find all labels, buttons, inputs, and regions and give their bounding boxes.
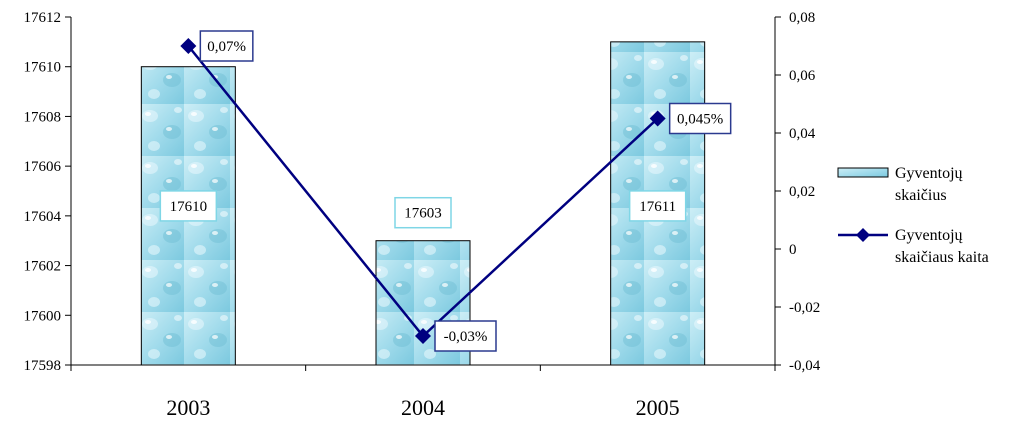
labels-layer: 17610 17603 17611 0,07% -0,03% 0,045% [159, 30, 732, 352]
x-tick-label: 2003 [166, 395, 210, 420]
axes-layer: 17598 17600 17602 17604 17606 17608 17610 17612… [24, 10, 821, 420]
bar-value-label-2005-box [628, 190, 687, 222]
line-value-label-2005: 0,045% [677, 112, 723, 128]
line-value-label-2004-box [434, 320, 497, 352]
line-point-2005 [649, 110, 666, 127]
legend-label-bars-1: Gyventojų [895, 165, 964, 182]
y-left-tick-label: 17602 [24, 259, 62, 275]
legend-label-line-2: skaičiaus kaita [895, 249, 989, 266]
y-left-tick-label: 17610 [24, 60, 62, 76]
y-left-tick-label: 17612 [24, 10, 62, 26]
y-right-tick-label: 0 [789, 242, 797, 258]
x-tick-label: 2005 [636, 395, 680, 420]
line-value-label-2003-box [199, 30, 254, 62]
legend: Gyventojų skaičius Gyventojų skaičiaus kait… [837, 165, 989, 266]
y-right-tick-label: -0,04 [789, 358, 821, 374]
legend-label-bars-2: skaičius [895, 187, 947, 204]
line-value-label-2003: 0,07% [207, 39, 246, 55]
y-left-tick-label: 17604 [24, 209, 62, 225]
y-right-tick-label: 0,02 [789, 184, 815, 200]
y-right-tick-label: 0,04 [789, 126, 816, 142]
bar-value-label-2005: 17611 [639, 199, 676, 215]
y-right-tick-label: -0,02 [789, 300, 820, 316]
line-value-label-2004: -0,03% [444, 329, 488, 345]
bar-value-label-2003: 17610 [170, 199, 208, 215]
legend-line-marker [856, 228, 870, 242]
x-tick-label: 2004 [401, 395, 445, 420]
bar-value-label-2004-box [394, 196, 452, 229]
y-left-tick-label: 17598 [24, 358, 62, 374]
line-point-2003 [180, 38, 197, 54]
line-value-label-2005-box [668, 102, 732, 135]
line-point-2004 [415, 328, 431, 344]
bar-value-label-2003-box [159, 190, 218, 222]
y-left-tick-label: 17600 [24, 308, 62, 324]
legend-bar-swatch [837, 167, 889, 178]
legend-label-line-1: Gyventojų [895, 227, 964, 244]
y-left-tick-label: 17606 [24, 159, 62, 175]
bar-value-label-2004: 17603 [404, 206, 442, 222]
y-right-tick-label: 0,06 [789, 68, 816, 84]
y-right-tick-label: 0,08 [789, 10, 815, 26]
y-left-tick-label: 17608 [24, 109, 62, 125]
line-layer [180, 38, 666, 344]
